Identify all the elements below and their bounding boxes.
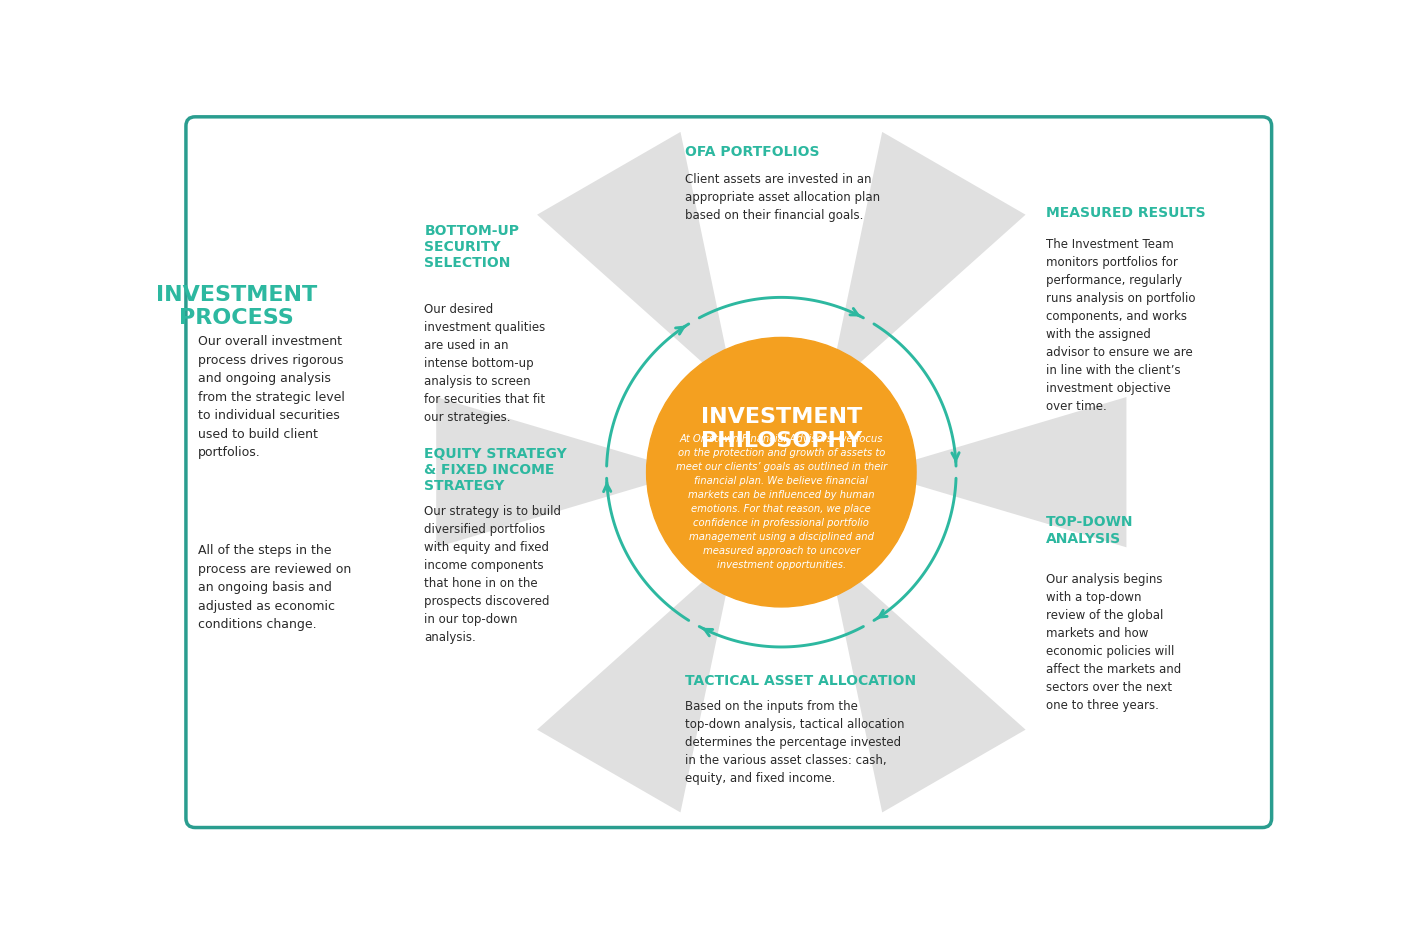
Text: At Orrstown Financial Advisors, we focus
on the protection and growth of assets : At Orrstown Financial Advisors, we focus… — [675, 434, 887, 569]
Text: All of the steps in the
process are reviewed on
an ongoing basis and
adjusted as: All of the steps in the process are revi… — [198, 544, 351, 631]
Text: Our overall investment
process drives rigorous
and ongoing analysis
from the str: Our overall investment process drives ri… — [198, 336, 346, 459]
Text: INVESTMENT
PHILOSOPHY: INVESTMENT PHILOSOPHY — [701, 407, 862, 451]
Text: Our strategy is to build
diversified portfolios
with equity and fixed
income com: Our strategy is to build diversified por… — [424, 505, 562, 643]
Text: Client assets are invested in an
appropriate asset allocation plan
based on thei: Client assets are invested in an appropr… — [685, 173, 880, 223]
Text: Our analysis begins
with a top-down
review of the global
markets and how
economi: Our analysis begins with a top-down revi… — [1047, 573, 1182, 712]
Text: The Investment Team
monitors portfolios for
performance, regularly
runs analysis: The Investment Team monitors portfolios … — [1047, 238, 1196, 413]
Text: TACTICAL ASSET ALLOCATION: TACTICAL ASSET ALLOCATION — [685, 674, 916, 688]
Text: EQUITY STRATEGY
& FIXED INCOME
STRATEGY: EQUITY STRATEGY & FIXED INCOME STRATEGY — [424, 447, 567, 494]
Text: MEASURED RESULTS: MEASURED RESULTS — [1047, 206, 1206, 220]
Text: Our desired
investment qualities
are used in an
intense bottom-up
analysis to sc: Our desired investment qualities are use… — [424, 303, 546, 424]
Polygon shape — [535, 130, 732, 381]
Text: BOTTOM-UP
SECURITY
SELECTION: BOTTOM-UP SECURITY SELECTION — [424, 223, 519, 270]
FancyBboxPatch shape — [186, 117, 1271, 827]
Polygon shape — [830, 563, 1028, 814]
Polygon shape — [435, 396, 674, 549]
Text: INVESTMENT
PROCESS: INVESTMENT PROCESS — [156, 285, 317, 328]
Polygon shape — [889, 396, 1128, 549]
Circle shape — [647, 338, 916, 607]
Polygon shape — [830, 130, 1028, 381]
Text: TOP-DOWN
ANALYSIS: TOP-DOWN ANALYSIS — [1047, 515, 1133, 545]
Text: OFA PORTFOLIOS: OFA PORTFOLIOS — [685, 145, 819, 159]
Polygon shape — [535, 563, 732, 814]
Text: Based on the inputs from the
top-down analysis, tactical allocation
determines t: Based on the inputs from the top-down an… — [685, 700, 904, 785]
